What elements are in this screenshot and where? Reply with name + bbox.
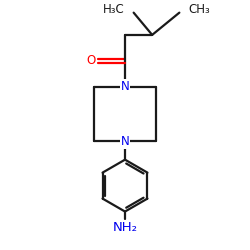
Text: N: N: [121, 80, 130, 93]
Text: H₃C: H₃C: [102, 3, 124, 16]
Text: N: N: [121, 135, 130, 148]
Text: O: O: [86, 54, 96, 67]
Text: NH₂: NH₂: [112, 221, 138, 234]
Text: CH₃: CH₃: [189, 3, 210, 16]
